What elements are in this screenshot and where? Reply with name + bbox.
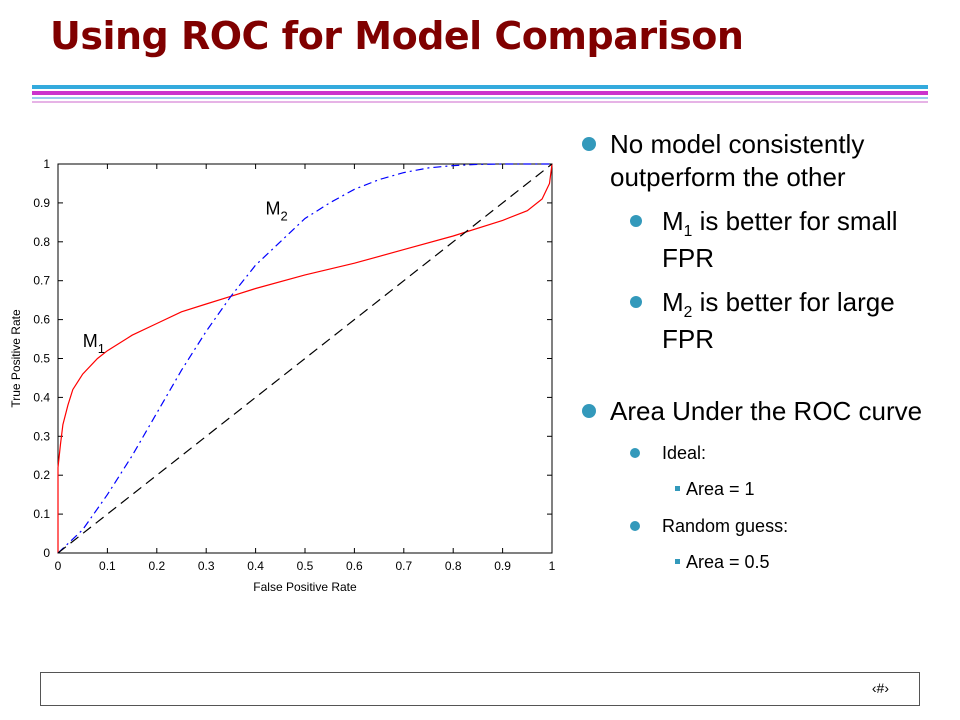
x-tick-label: 0.8 [445,559,462,573]
bullet-m1-better: M1 is better for small FPR [578,205,938,274]
curve-label-sub: 2 [280,209,287,224]
x-tick-label: 1 [549,559,556,573]
y-axis-label: True Positive Rate [9,309,23,408]
y-tick-label: 0.1 [33,507,50,521]
y-tick-label: 1 [43,157,50,171]
y-tick-label: 0.6 [33,313,50,327]
x-tick-label: 0.7 [395,559,412,573]
slide-title: Using ROC for Model Comparison [50,14,744,58]
bullet-list: No model consistently outperform the oth… [578,128,938,574]
curve-label-text: M [265,199,280,219]
title-rule-lightblue [32,97,928,99]
y-tick-label: 0 [43,546,50,560]
bullet-random-guess: Random guess: [578,515,938,538]
x-tick-label: 0.4 [247,559,264,573]
title-rule-blue [32,85,928,89]
y-tick-label: 0.3 [33,429,50,443]
x-tick-label: 0.5 [297,559,314,573]
series-line-m1 [57,163,553,553]
x-tick-label: 0.1 [99,559,116,573]
x-axis-label: False Positive Rate [253,580,357,594]
bullet-icon [630,296,642,309]
footer-bar: ‹#› [40,672,920,706]
square-bullet-icon [675,559,680,565]
bullet-area-under-roc: Area Under the ROC curve [578,395,938,428]
x-tick-label: 0.3 [198,559,215,573]
title-rule-pink [32,101,928,103]
x-tick-label: 0.9 [494,559,511,573]
y-tick-label: 0.9 [33,196,50,210]
y-tick-label: 0.4 [33,390,50,404]
bullet-icon [582,137,596,151]
curve-label-text: M [83,331,98,351]
curve-label-sub: 1 [98,341,105,356]
bullet-icon [630,215,642,227]
series-line-random [57,163,553,554]
bullet-random-area: Area = 0.5 [578,551,938,574]
x-tick-label: 0.6 [346,559,363,573]
bullet-icon [630,520,640,531]
bullet-ideal-area: Area = 1 [578,478,938,501]
y-tick-label: 0.8 [33,235,50,249]
bullet-m2-better: M2 is better for large FPR [578,286,938,355]
title-rule-magenta [32,91,928,95]
page-number: ‹#› [871,680,889,696]
y-tick-label: 0.7 [33,274,50,288]
x-tick-label: 0.2 [148,559,165,573]
bullet-icon [630,447,640,458]
square-bullet-icon [675,486,680,492]
roc-chart: 0 0.1 0.2 0.3 0.4 0.5 0.6 0.7 0.8 0.9 1 0 0.1 0.2 0.3 0… [9,157,556,594]
curve-label: M1 [83,331,105,356]
y-tick-label: 0.2 [33,468,50,482]
series-line-m2 [57,163,552,554]
bullet-no-model: No model consistently outperform the oth… [578,128,938,193]
y-tick-label: 0.5 [33,352,50,366]
curve-label: M2 [265,199,287,224]
bullet-ideal: Ideal: [578,442,938,465]
bullet-icon [582,404,596,419]
x-tick-label: 0 [55,559,62,573]
